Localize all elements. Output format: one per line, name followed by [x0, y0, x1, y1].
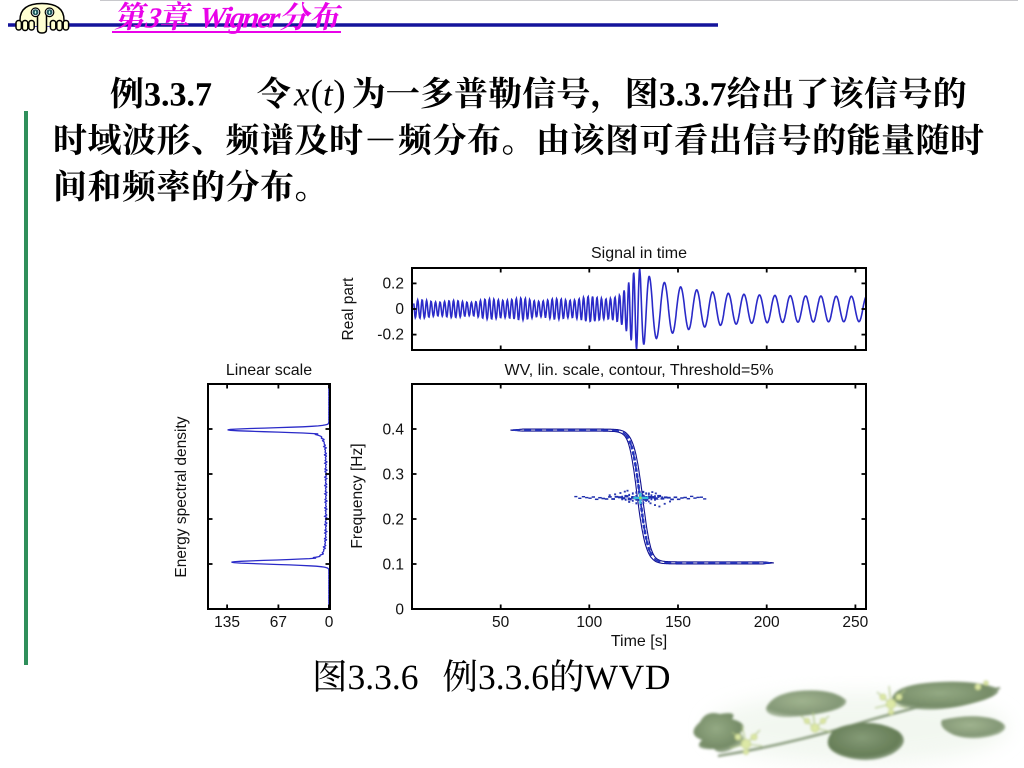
svg-text:WV, lin. scale, contour, Thres: WV, lin. scale, contour, Threshold=5%: [504, 362, 773, 379]
svg-text:0.3: 0.3: [382, 467, 404, 484]
svg-text:Linear scale: Linear scale: [226, 362, 312, 379]
svg-text:Frequency [Hz]: Frequency [Hz]: [349, 443, 366, 548]
svg-text:0.2: 0.2: [382, 512, 404, 529]
svg-text:100: 100: [576, 614, 602, 631]
svg-text:0: 0: [395, 602, 404, 619]
svg-text:250: 250: [842, 614, 868, 631]
svg-text:0.1: 0.1: [382, 557, 404, 574]
svg-text:0: 0: [325, 614, 334, 631]
svg-text:135: 135: [214, 614, 240, 631]
svg-text:0.4: 0.4: [382, 422, 404, 439]
svg-text:Energy spectral density: Energy spectral density: [173, 416, 190, 577]
svg-text:0: 0: [395, 301, 404, 318]
svg-text:Signal in time: Signal in time: [591, 245, 687, 262]
svg-text:Real part: Real part: [340, 277, 357, 341]
svg-text:Time [s]: Time [s]: [611, 633, 667, 650]
svg-text:0.2: 0.2: [382, 276, 404, 293]
svg-text:50: 50: [492, 614, 510, 631]
svg-text:67: 67: [270, 614, 287, 631]
svg-text:200: 200: [754, 614, 780, 631]
svg-text:-0.2: -0.2: [377, 327, 404, 344]
svg-text:150: 150: [665, 614, 691, 631]
